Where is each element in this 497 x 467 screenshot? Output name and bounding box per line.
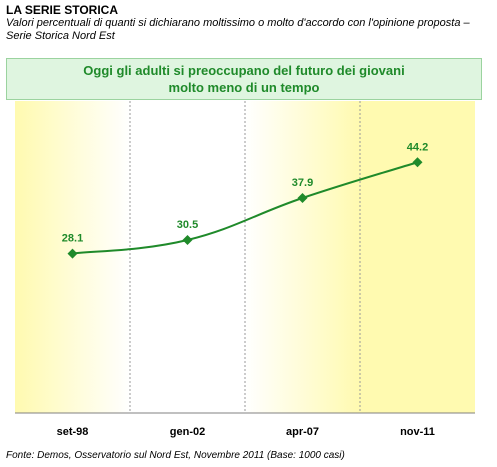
subtitle: Valori percentuali di quanti si dichiara…: [6, 17, 470, 42]
chart-title: Oggi gli adulti si preoccupano del futur…: [83, 63, 405, 95]
source-note: Fonte: Demos, Osservatorio sul Nord Est,…: [6, 450, 345, 461]
chart-title-banner: Oggi gli adulti si preoccupano del futur…: [6, 58, 482, 100]
x-tick-label: nov-11: [400, 426, 435, 438]
x-tick-label: apr-07: [286, 426, 319, 438]
category-dividers: [129, 101, 361, 413]
data-label: 30.5: [177, 219, 198, 231]
data-markers: [67, 157, 423, 259]
category-band: [245, 101, 360, 413]
data-label: 44.2: [407, 141, 428, 153]
data-labels: 28.1 30.5 37.9 44.2: [62, 141, 428, 244]
data-label: 28.1: [62, 233, 83, 245]
x-tick-label: gen-02: [170, 426, 205, 438]
data-point-marker: [412, 157, 423, 168]
data-point-marker: [182, 234, 193, 245]
line-chart: 28.1 30.5 37.9 44.2 set-98 gen-02 apr-07 nov-1…: [15, 101, 475, 438]
category-band: [130, 101, 245, 413]
x-tick-label: set-98: [57, 426, 89, 438]
plot-background: [15, 101, 475, 413]
data-label: 37.9: [292, 177, 313, 189]
data-point-marker: [67, 248, 78, 259]
data-point-marker: [297, 193, 308, 204]
series-line: [72, 161, 418, 255]
x-tick-labels: set-98 gen-02 apr-07 nov-11: [57, 426, 435, 438]
category-band: [360, 101, 475, 413]
heading: LA SERIE STORICA: [6, 3, 119, 17]
